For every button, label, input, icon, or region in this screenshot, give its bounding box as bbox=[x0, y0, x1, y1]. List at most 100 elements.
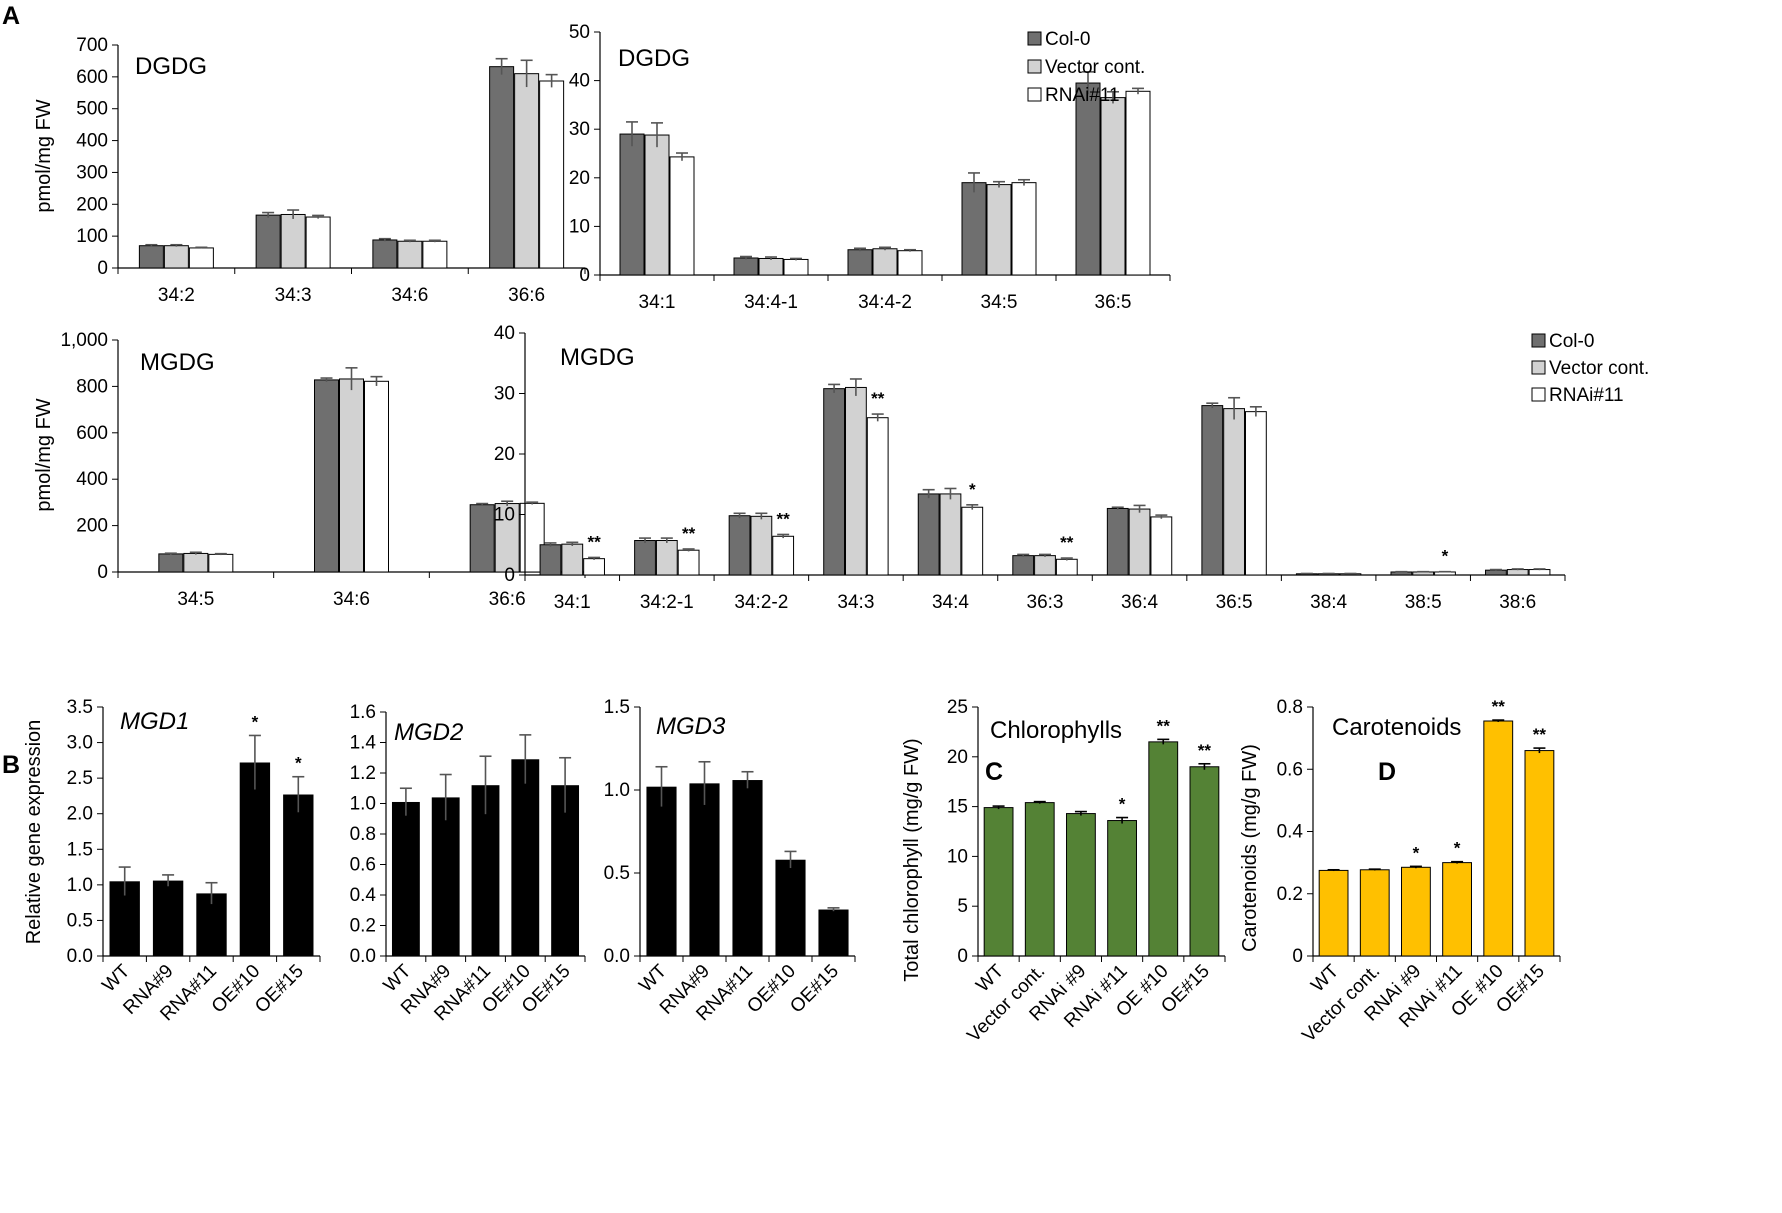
bar bbox=[514, 73, 540, 269]
chart-mgd1: 0.00.51.01.52.02.53.03.5WTRNA#9RNA#11*OE… bbox=[23, 697, 321, 1025]
y-tick-label: 0.2 bbox=[350, 916, 376, 937]
bar bbox=[1066, 813, 1096, 957]
y-tick-label: 1.0 bbox=[350, 794, 376, 815]
bar bbox=[183, 552, 209, 573]
chart-title: DGDG bbox=[618, 45, 690, 72]
bar bbox=[1012, 555, 1035, 576]
chart-title: DGDG bbox=[135, 53, 207, 80]
bar bbox=[1359, 869, 1390, 957]
y-tick-label: 700 bbox=[76, 35, 108, 56]
bar bbox=[1483, 720, 1514, 957]
bar bbox=[1075, 82, 1101, 276]
x-tick-label: OE#10 bbox=[208, 961, 265, 1018]
bar bbox=[750, 515, 773, 576]
bar bbox=[872, 248, 898, 276]
bar bbox=[866, 417, 889, 576]
y-tick-label: 300 bbox=[76, 162, 108, 183]
x-tick-label: 34:3 bbox=[837, 592, 874, 613]
y-tick-label: 10 bbox=[494, 505, 515, 526]
bar bbox=[1107, 820, 1137, 957]
x-tick-label: 36:5 bbox=[1095, 292, 1132, 313]
x-tick-label: 36:3 bbox=[1027, 592, 1064, 613]
x-tick-label: 38:4 bbox=[1310, 592, 1347, 613]
y-axis-label: Total chlorophyll (mg/g FW) bbox=[901, 738, 923, 981]
y-tick-label: 0.0 bbox=[350, 946, 376, 967]
bar bbox=[677, 549, 700, 576]
bar bbox=[818, 909, 849, 956]
bar bbox=[1024, 802, 1055, 957]
bar bbox=[1150, 516, 1173, 576]
y-tick-label: 0.8 bbox=[350, 824, 376, 845]
x-tick-label: 34:1 bbox=[554, 592, 591, 613]
bar bbox=[655, 540, 678, 576]
y-tick-label: 600 bbox=[76, 423, 108, 444]
y-tick-label: 1.2 bbox=[350, 763, 376, 784]
x-tick-label: 34:5 bbox=[177, 589, 214, 610]
chart-title: MGDG bbox=[140, 349, 215, 376]
bar bbox=[339, 378, 364, 573]
bar bbox=[733, 257, 759, 276]
y-tick-label: 50 bbox=[569, 22, 590, 43]
y-tick-label: 200 bbox=[76, 194, 108, 215]
x-tick-label: WT bbox=[98, 960, 134, 996]
bar bbox=[539, 80, 565, 269]
bar bbox=[314, 379, 339, 573]
y-tick-label: 0.4 bbox=[350, 885, 377, 906]
bar bbox=[728, 515, 751, 576]
x-tick-label: OE#15 bbox=[786, 961, 843, 1018]
bar bbox=[939, 493, 962, 576]
significance-mark: ** bbox=[1157, 716, 1171, 735]
x-tick-label: 34:4-1 bbox=[744, 292, 798, 313]
panel-label-b: B bbox=[2, 751, 20, 779]
y-tick-label: 3.0 bbox=[67, 733, 93, 754]
y-tick-label: 25 bbox=[947, 697, 968, 718]
significance-mark: * bbox=[1119, 795, 1126, 814]
legend-swatch bbox=[1027, 87, 1042, 102]
bar bbox=[783, 258, 809, 276]
bar bbox=[961, 506, 984, 576]
chart-title: MGD1 bbox=[120, 708, 189, 735]
bar bbox=[1201, 405, 1224, 576]
chart-title: MGD3 bbox=[656, 713, 726, 740]
bar bbox=[732, 780, 763, 956]
y-tick-label: 1.6 bbox=[350, 702, 376, 723]
bar bbox=[775, 859, 806, 956]
bar bbox=[1106, 507, 1129, 576]
significance-mark: * bbox=[1442, 547, 1449, 566]
y-tick-label: 20 bbox=[569, 168, 590, 189]
bar bbox=[208, 553, 234, 573]
significance-mark: ** bbox=[777, 509, 791, 528]
x-tick-label: 36:6 bbox=[489, 589, 526, 610]
x-tick-label: 38:6 bbox=[1499, 592, 1536, 613]
x-tick-label: WT bbox=[635, 960, 671, 996]
y-tick-label: 0.5 bbox=[67, 910, 93, 931]
bar bbox=[1244, 411, 1267, 576]
bar bbox=[422, 240, 448, 269]
x-tick-label: 34:3 bbox=[275, 285, 312, 306]
bar bbox=[1524, 750, 1555, 957]
bar bbox=[1148, 741, 1179, 957]
bar bbox=[669, 156, 695, 276]
chart-mgd2: 0.00.20.40.60.81.01.21.41.6WTRNA#9RNA#11… bbox=[350, 702, 586, 1025]
significance-mark: ** bbox=[1492, 697, 1506, 716]
y-tick-label: 10 bbox=[569, 216, 590, 237]
significance-mark: ** bbox=[682, 524, 696, 543]
legend-label: RNAi#11 bbox=[1549, 385, 1624, 406]
y-tick-label: 1.5 bbox=[67, 839, 93, 860]
bar bbox=[158, 553, 184, 573]
bar bbox=[961, 182, 987, 276]
bar bbox=[634, 540, 656, 576]
x-tick-label: 34:2-2 bbox=[734, 592, 788, 613]
bar bbox=[364, 380, 389, 573]
x-tick-label: 36:5 bbox=[1216, 592, 1253, 613]
bar bbox=[1318, 869, 1349, 957]
legend-label: Vector cont. bbox=[1549, 358, 1649, 379]
y-tick-label: 600 bbox=[76, 67, 108, 88]
bar bbox=[431, 797, 460, 956]
y-tick-label: 800 bbox=[76, 376, 108, 397]
y-axis-label: Carotenoids (mg/g FW) bbox=[1239, 744, 1261, 952]
legend-swatch bbox=[1531, 333, 1546, 348]
